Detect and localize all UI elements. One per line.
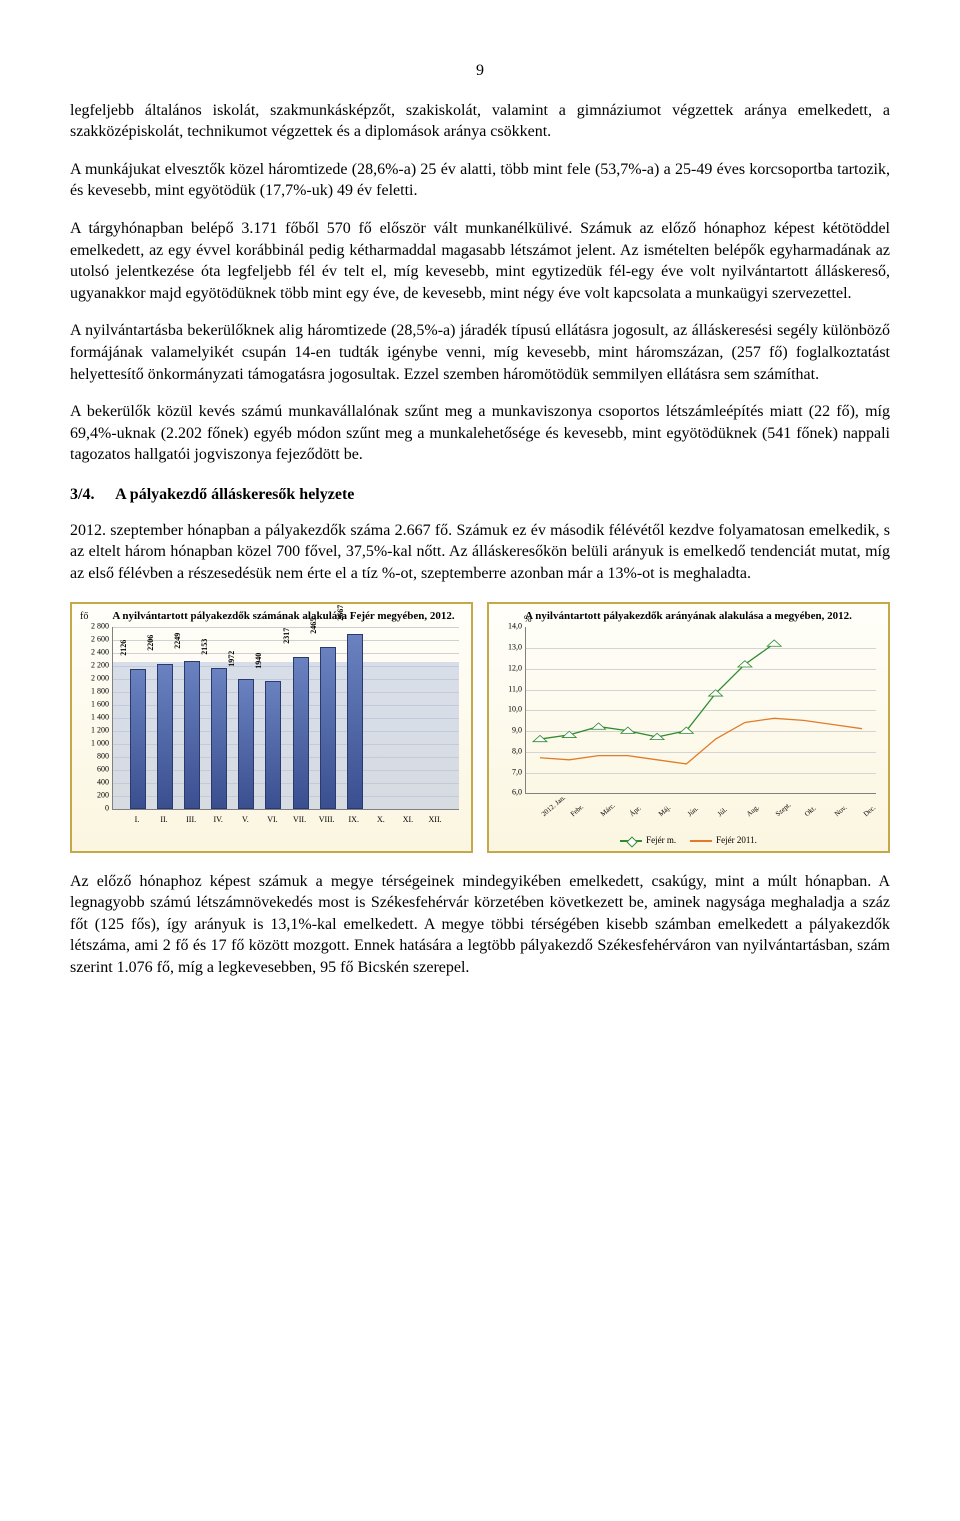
line-chart-unit: %	[524, 613, 532, 625]
bar: 2249	[184, 661, 200, 809]
bar-y-label: 1 400	[81, 713, 109, 724]
line-x-label: Ápr.	[628, 804, 643, 819]
line-marker	[592, 723, 606, 729]
line-marker	[562, 732, 576, 738]
bar-chart-box: fő A nyilvántartott pályakezdők számának…	[70, 602, 473, 852]
bar-value-label: 2317	[282, 628, 293, 644]
paragraph-5: A bekerülők közül kevés számú munkaválla…	[70, 401, 890, 466]
paragraph-3: A tárgyhónapban belépő 3.171 főből 570 f…	[70, 218, 890, 304]
line-chart-box: A nyilvántartott pályakezdők arányának a…	[487, 602, 890, 852]
bar-x-label: I.	[123, 815, 150, 826]
bar: 1940	[265, 681, 281, 809]
bar: 2465	[320, 647, 336, 809]
bar-x-label: XI.	[394, 815, 421, 826]
bar-y-label: 400	[81, 778, 109, 789]
line-x-label: Júl.	[716, 806, 730, 820]
bar-value-label: 2249	[173, 632, 184, 648]
line-x-label: Dec.	[862, 804, 878, 820]
bar-chart-title: A nyilvántartott pályakezdők számának al…	[104, 610, 463, 623]
line-y-label: 11,0	[498, 684, 522, 695]
bar: 1972	[238, 679, 254, 809]
legend-item: Fejér 2011.	[690, 834, 757, 846]
bar-y-label: 2 000	[81, 674, 109, 685]
bar-value-label: 1972	[228, 650, 239, 666]
paragraph-1: legfeljebb általános iskolát, szakmunkás…	[70, 100, 890, 143]
bar-y-label: 1 000	[81, 739, 109, 750]
bar-x-label: IV.	[205, 815, 232, 826]
line-x-label: Aug.	[745, 803, 762, 819]
bar-y-label: 0	[81, 804, 109, 815]
line-x-label: Márc.	[599, 801, 618, 819]
bar-y-label: 2 600	[81, 635, 109, 646]
bar-y-label: 2 200	[81, 661, 109, 672]
section-heading: 3/4. A pályakezdő álláskeresők helyzete	[70, 484, 890, 506]
bar: 2317	[293, 657, 309, 810]
page-number: 9	[70, 60, 890, 82]
section-title: A pályakezdő álláskeresők helyzete	[115, 486, 354, 503]
bar-x-label: X.	[367, 815, 394, 826]
bar-value-label: 2667	[336, 605, 347, 621]
line-series	[540, 719, 862, 765]
line-x-label: Szept.	[774, 801, 793, 819]
line-y-label: 6,0	[498, 788, 522, 799]
bar-x-label: VI.	[259, 815, 286, 826]
bar-y-label: 1 200	[81, 726, 109, 737]
legend-label: Fejér m.	[646, 835, 676, 845]
line-marker	[679, 728, 693, 734]
bar-y-label: 2 800	[81, 622, 109, 633]
paragraph-6: 2012. szeptember hónapban a pályakezdők …	[70, 520, 890, 585]
bar-value-label: 2206	[146, 635, 157, 651]
line-y-label: 14,0	[498, 622, 522, 633]
line-series	[540, 644, 774, 739]
bar-value-label: 2153	[200, 639, 211, 655]
line-chart: % 6,07,08,09,010,011,012,013,014,02012. …	[497, 627, 880, 832]
paragraph-2: A munkájukat elvesztők közel háromtizede…	[70, 159, 890, 202]
line-x-label: Máj.	[657, 804, 673, 820]
line-y-label: 12,0	[498, 664, 522, 675]
paragraph-7: Az előző hónaphoz képest számuk a megye …	[70, 871, 890, 979]
line-x-label: Febr.	[569, 803, 586, 819]
bar: 2667	[347, 634, 363, 809]
bar-x-label: XII.	[422, 815, 449, 826]
section-number: 3/4.	[70, 484, 112, 506]
bar-value-label: 1940	[255, 652, 266, 668]
line-y-label: 8,0	[498, 747, 522, 758]
bar: 2126	[130, 669, 146, 809]
bar-x-label: IX.	[340, 815, 367, 826]
line-marker	[709, 690, 723, 696]
line-x-label: 2012. Jan.	[540, 794, 568, 820]
bar-value-label: 2465	[309, 618, 320, 634]
line-y-label: 7,0	[498, 767, 522, 778]
bar-y-label: 2 400	[81, 648, 109, 659]
bar: 2206	[157, 664, 173, 809]
bar-x-label: VIII.	[313, 815, 340, 826]
bar-y-label: 800	[81, 752, 109, 763]
legend-item: Fejér m.	[620, 834, 676, 846]
line-chart-legend: Fejér m. Fejér 2011.	[497, 834, 880, 846]
bar-x-label: VII.	[286, 815, 313, 826]
line-x-label: Nov.	[833, 803, 849, 819]
bar-x-label: V.	[232, 815, 259, 826]
legend-label: Fejér 2011.	[716, 835, 757, 845]
line-x-label: Jún.	[686, 805, 701, 820]
bar-value-label: 2126	[119, 640, 130, 656]
line-y-label: 10,0	[498, 705, 522, 716]
line-y-label: 9,0	[498, 726, 522, 737]
line-y-label: 13,0	[498, 643, 522, 654]
bar-y-label: 1 600	[81, 700, 109, 711]
bar-y-label: 200	[81, 791, 109, 802]
line-marker	[767, 640, 781, 646]
bar: 2153	[211, 668, 227, 810]
bar-x-label: II.	[150, 815, 177, 826]
line-x-label: Okt.	[803, 804, 818, 819]
line-chart-title: A nyilvántartott pályakezdők arányának a…	[497, 610, 880, 623]
charts-row: fő A nyilvántartott pályakezdők számának…	[70, 602, 890, 852]
bar-x-label: III.	[178, 815, 205, 826]
bar-y-label: 1 800	[81, 687, 109, 698]
bar-chart: 0 200 400 600 800 1 000 1 200 1 400 1 600 1 800 2 …	[80, 627, 463, 832]
bar-y-label: 600	[81, 765, 109, 776]
paragraph-4: A nyilvántartásba bekerülőknek alig háro…	[70, 320, 890, 385]
